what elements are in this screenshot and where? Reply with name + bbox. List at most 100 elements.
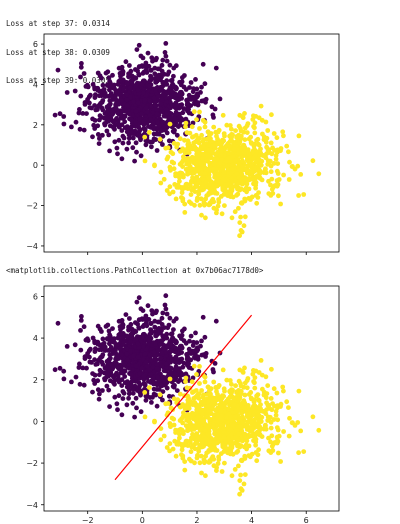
scatter-point (192, 100, 197, 106)
scatter-point (256, 397, 261, 403)
scatter-point (177, 178, 182, 184)
scatter-point (220, 185, 226, 191)
scatter-point (269, 186, 275, 192)
scatter-point (159, 338, 165, 344)
scatter-point (242, 198, 248, 204)
scatter-point (227, 143, 233, 149)
scatter-point (211, 379, 217, 385)
scatter-point (236, 431, 242, 437)
scatter-point (168, 348, 174, 354)
scatter-point (238, 391, 244, 397)
scatter-point (162, 302, 168, 308)
scatter-point (223, 182, 228, 188)
scatter-point (228, 427, 233, 433)
scatter-point (137, 371, 142, 377)
scatter-point (214, 440, 220, 446)
scatter-point (242, 137, 248, 142)
scatter-point (174, 144, 180, 150)
scatter-point (152, 71, 158, 77)
scatter-point (177, 79, 183, 85)
scatter-point (242, 380, 248, 386)
scatter-point (242, 456, 248, 461)
scatter-point (276, 450, 281, 456)
scatter-point (128, 322, 134, 327)
y-tick-label: 6 (33, 40, 38, 49)
scatter-point (186, 396, 192, 401)
scatter-point (266, 160, 272, 166)
scatter-point (230, 154, 236, 160)
scatter-point (152, 162, 157, 168)
scatter-point (189, 124, 195, 130)
scatter-point (227, 399, 233, 405)
scatter-point (215, 461, 221, 466)
scatter-point (284, 399, 290, 405)
scatter-point (224, 377, 230, 383)
scatter-point (204, 450, 210, 456)
scatter-point (137, 64, 142, 70)
scatter-point (150, 394, 155, 400)
scatter-point (278, 201, 283, 207)
scatter-point (221, 138, 227, 144)
scatter-point (217, 96, 223, 102)
scatter-point (133, 395, 139, 401)
scatter-point (203, 473, 208, 479)
scatter-point (232, 209, 238, 215)
scatter-point (284, 143, 290, 149)
scatter-point (198, 426, 204, 432)
scatter-point (257, 432, 263, 437)
scatter-point (181, 106, 187, 112)
scatter-point (168, 370, 174, 376)
scatter-point (173, 92, 179, 98)
scatter-point (78, 347, 84, 353)
scatter-point (161, 176, 167, 182)
scatter-point (195, 167, 201, 172)
scatter-point (156, 387, 162, 392)
scatter-point (84, 111, 89, 116)
scatter-point (214, 389, 219, 394)
scatter-point (117, 346, 122, 351)
scatter-point (215, 384, 221, 390)
scatter-point (198, 343, 203, 349)
scatter-point (129, 372, 134, 378)
scatter-point (168, 94, 174, 100)
scatter-point (244, 130, 250, 135)
scatter-point (231, 141, 237, 147)
scatter-point (152, 99, 158, 105)
scatter-point (239, 229, 245, 235)
scatter-point (239, 428, 245, 434)
scatter-point (168, 78, 174, 83)
scatter-point (111, 125, 116, 130)
scatter-point (263, 139, 269, 145)
scatter-point (147, 352, 153, 358)
scatter-point (103, 324, 109, 329)
scatter-point (172, 383, 177, 388)
scatter-point (137, 382, 143, 388)
scatter-point (203, 351, 209, 356)
scatter-point (184, 356, 190, 362)
scatter-point (189, 178, 194, 184)
scatter-point (218, 408, 224, 414)
scatter-point (168, 365, 174, 371)
scatter-point (181, 431, 186, 437)
scatter-point (237, 478, 243, 483)
scatter-point (267, 150, 272, 155)
scatter-point (251, 156, 256, 161)
scatter-point (97, 113, 103, 119)
scatter-point (203, 423, 209, 428)
scatter-point (183, 379, 188, 384)
scatter-point (156, 131, 162, 137)
scatter-point (292, 423, 298, 428)
scatter-point (226, 411, 232, 417)
scatter-point (151, 380, 157, 386)
scatter-point (240, 115, 246, 121)
scatter-point (255, 392, 261, 397)
scatter-point (190, 390, 195, 395)
log-line: Loss at step 37: 0.0314 (6, 19, 110, 28)
scatter-point (163, 107, 169, 112)
scatter-point (201, 407, 207, 413)
scatter-point (156, 378, 162, 384)
scatter-point (310, 414, 316, 420)
scatter-point (197, 381, 202, 386)
scatter-point (280, 384, 286, 390)
scatter-point (194, 183, 200, 189)
